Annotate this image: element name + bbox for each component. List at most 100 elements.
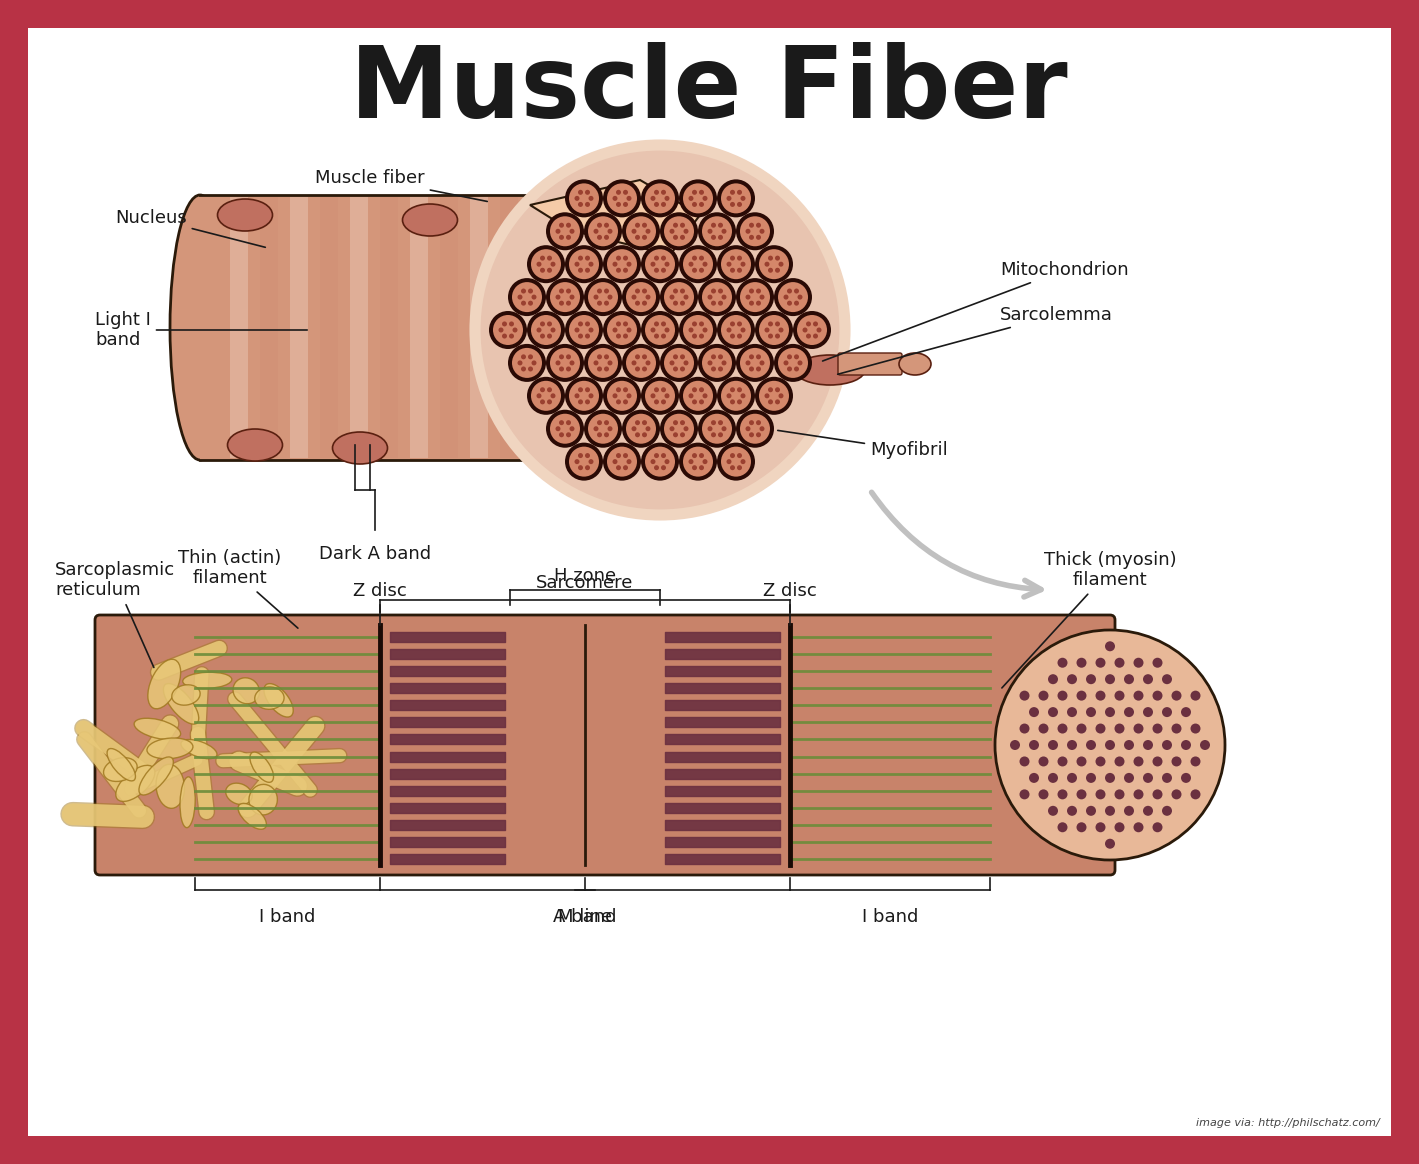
Circle shape xyxy=(684,294,688,299)
Circle shape xyxy=(1172,690,1182,701)
Text: A band: A band xyxy=(553,908,617,927)
Circle shape xyxy=(546,268,552,272)
Circle shape xyxy=(768,321,773,326)
Circle shape xyxy=(702,327,708,333)
Circle shape xyxy=(717,311,755,349)
Circle shape xyxy=(684,361,688,365)
Circle shape xyxy=(604,432,609,438)
Circle shape xyxy=(593,426,599,431)
Ellipse shape xyxy=(248,785,277,815)
Circle shape xyxy=(816,327,822,333)
Circle shape xyxy=(551,217,580,247)
Polygon shape xyxy=(531,180,700,255)
Circle shape xyxy=(741,196,745,201)
Circle shape xyxy=(1142,707,1154,717)
Circle shape xyxy=(566,420,570,425)
Circle shape xyxy=(650,327,656,333)
Circle shape xyxy=(597,367,602,371)
Circle shape xyxy=(756,354,761,360)
Circle shape xyxy=(736,466,742,470)
Circle shape xyxy=(654,256,658,261)
Circle shape xyxy=(1152,690,1162,701)
Circle shape xyxy=(634,235,640,240)
Circle shape xyxy=(749,222,753,228)
Circle shape xyxy=(631,229,637,234)
Circle shape xyxy=(546,343,585,382)
Circle shape xyxy=(521,367,526,371)
Circle shape xyxy=(664,327,670,333)
Circle shape xyxy=(1162,740,1172,750)
Circle shape xyxy=(575,393,579,398)
Circle shape xyxy=(532,294,536,299)
Circle shape xyxy=(541,334,545,339)
Circle shape xyxy=(1086,674,1095,684)
Circle shape xyxy=(604,289,609,293)
Circle shape xyxy=(1029,740,1039,750)
Circle shape xyxy=(1105,674,1115,684)
Circle shape xyxy=(559,420,563,425)
Circle shape xyxy=(1057,757,1067,766)
Circle shape xyxy=(661,388,666,392)
Circle shape xyxy=(711,300,717,306)
Circle shape xyxy=(1019,724,1030,733)
Circle shape xyxy=(597,289,602,293)
Circle shape xyxy=(741,393,745,398)
Circle shape xyxy=(688,459,694,464)
Circle shape xyxy=(759,315,789,345)
Circle shape xyxy=(700,399,704,404)
Bar xyxy=(410,197,429,457)
Circle shape xyxy=(692,334,697,339)
Circle shape xyxy=(775,256,780,261)
Circle shape xyxy=(718,367,724,371)
Circle shape xyxy=(512,327,518,333)
Circle shape xyxy=(604,235,609,240)
Circle shape xyxy=(736,256,742,261)
Circle shape xyxy=(795,300,799,306)
Circle shape xyxy=(546,388,552,392)
Circle shape xyxy=(775,268,780,272)
Circle shape xyxy=(683,249,712,279)
Circle shape xyxy=(546,321,552,326)
Circle shape xyxy=(1019,789,1030,800)
Bar xyxy=(230,197,248,457)
Ellipse shape xyxy=(116,766,155,802)
Circle shape xyxy=(1095,724,1105,733)
Circle shape xyxy=(566,354,570,360)
Circle shape xyxy=(795,367,799,371)
Circle shape xyxy=(559,432,563,438)
Circle shape xyxy=(736,321,742,326)
FancyBboxPatch shape xyxy=(200,196,680,460)
Circle shape xyxy=(587,348,619,378)
Circle shape xyxy=(673,289,678,293)
Circle shape xyxy=(1077,690,1087,701)
Circle shape xyxy=(521,354,526,360)
Circle shape xyxy=(664,393,670,398)
Circle shape xyxy=(646,184,675,213)
Bar xyxy=(531,197,548,457)
Circle shape xyxy=(759,426,765,431)
Text: I band: I band xyxy=(260,908,315,927)
Circle shape xyxy=(613,393,617,398)
Circle shape xyxy=(661,256,666,261)
Circle shape xyxy=(700,201,704,207)
Circle shape xyxy=(597,300,602,306)
Circle shape xyxy=(1029,773,1039,783)
Circle shape xyxy=(717,442,755,481)
Circle shape xyxy=(736,343,773,382)
Circle shape xyxy=(593,361,599,365)
Circle shape xyxy=(622,278,660,317)
Circle shape xyxy=(661,268,666,272)
Circle shape xyxy=(768,256,773,261)
Circle shape xyxy=(646,381,675,411)
FancyBboxPatch shape xyxy=(28,28,1391,1136)
Text: Nucleus: Nucleus xyxy=(115,210,265,247)
Bar xyxy=(350,197,368,457)
Circle shape xyxy=(813,334,817,339)
Circle shape xyxy=(729,268,735,272)
Circle shape xyxy=(788,354,792,360)
Circle shape xyxy=(1191,757,1200,766)
Circle shape xyxy=(1067,674,1077,684)
Circle shape xyxy=(569,426,575,431)
Circle shape xyxy=(627,196,631,201)
Circle shape xyxy=(616,466,622,470)
